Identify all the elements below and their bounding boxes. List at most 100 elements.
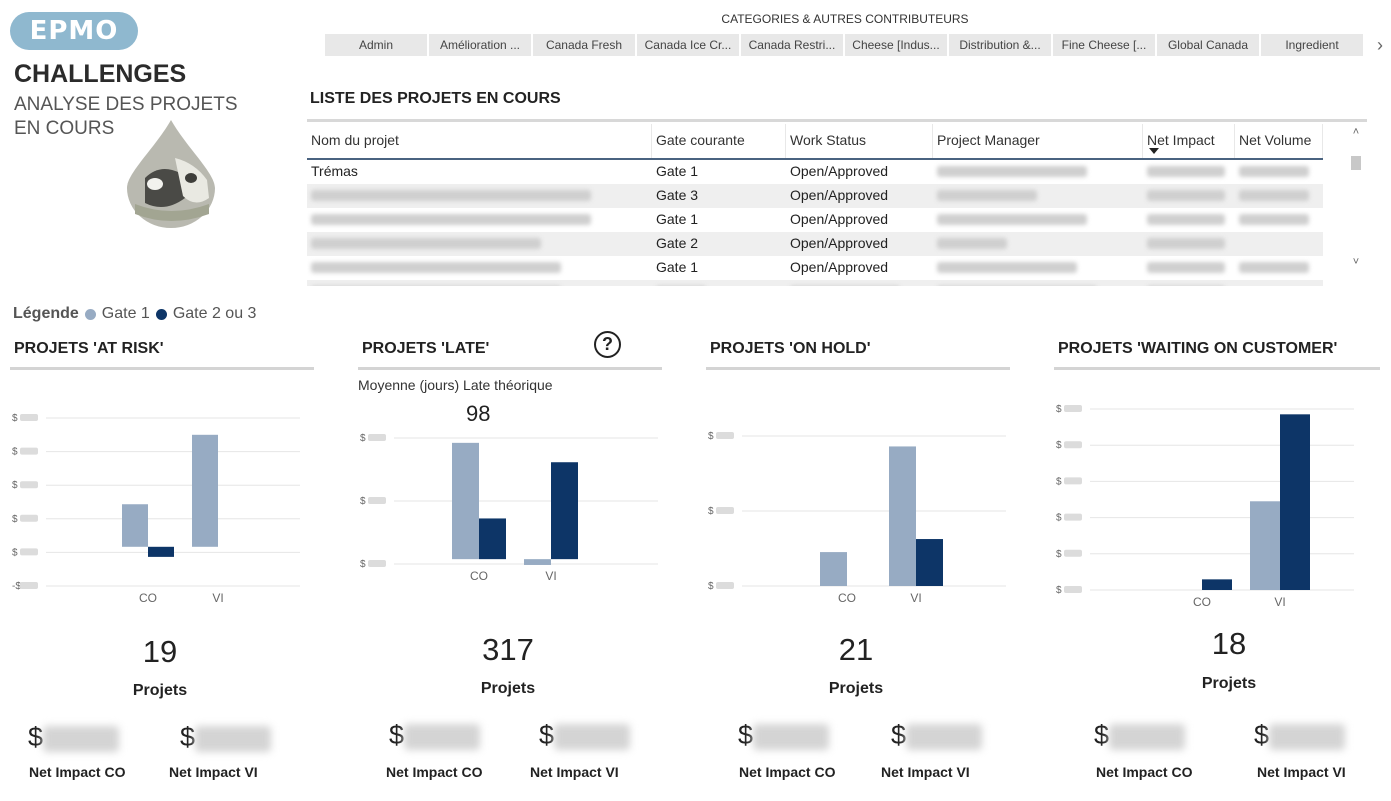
x-tick-label: VI — [910, 591, 921, 605]
col-header-net-volume[interactable]: Net Volume — [1235, 124, 1323, 158]
y-tick-label: $ — [1056, 440, 1062, 451]
net-impact-vi-label: Net Impact VI — [530, 764, 619, 780]
y-tick-value-redacted — [716, 432, 734, 439]
table-row[interactable]: Gate 2 Open/Approved — [307, 232, 1323, 256]
help-icon[interactable]: ? — [594, 331, 621, 358]
y-tick-label: $ — [360, 496, 366, 507]
bar-gate-1-vi[interactable] — [1250, 501, 1280, 590]
bar-gate-1-vi[interactable] — [524, 559, 551, 565]
col-header-net-impact[interactable]: Net Impact — [1143, 124, 1235, 158]
cell-name — [307, 232, 652, 256]
project-count: 19 — [142, 634, 178, 669]
col-header-status[interactable]: Work Status — [786, 124, 933, 158]
page-title: CHALLENGES — [14, 60, 187, 88]
category-distribution[interactable]: Distribution &... — [949, 34, 1051, 56]
category-canada-fresh[interactable]: Canada Fresh — [533, 34, 635, 56]
category-global-canada[interactable]: Global Canada — [1157, 34, 1259, 56]
panel-late: PROJETS 'LATE' ? Moyenne (jours) Late th… — [358, 331, 668, 798]
page-subtitle: ANALYSE DES PROJETS EN COURS — [14, 94, 238, 139]
net-impact-co-value: $ — [1094, 720, 1186, 751]
net-impact-co-label: Net Impact CO — [386, 764, 483, 780]
legend-gate1-dot — [84, 308, 96, 320]
chevron-right-icon[interactable]: › — [1377, 34, 1383, 55]
panel-divider — [1054, 367, 1380, 370]
category-canada-ice-cream[interactable]: Canada Ice Cr... — [637, 34, 739, 56]
y-tick-value-redacted — [1064, 477, 1082, 485]
table-row[interactable]: Gate 1 Open/Approved — [307, 208, 1323, 232]
bar-gate-2-ou-3-co[interactable] — [479, 518, 506, 560]
bar-gate-1-co[interactable] — [452, 442, 479, 560]
y-tick-value-redacted — [1064, 513, 1082, 521]
y-tick-label: $ — [360, 433, 366, 444]
y-tick-label: $ — [12, 480, 18, 491]
y-tick-label: $ — [12, 413, 18, 424]
legend-gate23-label: Gate 2 ou 3 — [172, 305, 257, 322]
panel-title: PROJETS 'LATE' — [362, 340, 490, 357]
cow-drop-image — [127, 120, 215, 228]
bar-gate-2-ou-3-co[interactable] — [1202, 579, 1232, 590]
col-header-manager[interactable]: Project Manager — [933, 124, 1143, 158]
y-tick-label: $ — [708, 506, 714, 517]
bar-gate-1-co[interactable] — [820, 552, 847, 586]
bar-gate-2-ou-3-vi[interactable] — [916, 539, 943, 586]
late-average-label: Moyenne (jours) Late théorique — [358, 377, 553, 393]
category-admin[interactable]: Admin — [325, 34, 427, 56]
table-scrollbar[interactable]: ˄ ˅ — [1349, 126, 1363, 272]
category-ingredient[interactable]: Ingredient — [1261, 34, 1363, 56]
net-impact-co-label: Net Impact CO — [739, 764, 836, 780]
category-cheese-industrial[interactable]: Cheese [Indus... — [845, 34, 947, 56]
legend-gate23-dot — [155, 308, 167, 320]
late-average-value: 98 — [466, 401, 491, 426]
y-tick-value-redacted — [368, 560, 386, 567]
bar-gate-1-vi[interactable] — [192, 434, 218, 547]
y-tick-value-redacted — [1064, 405, 1082, 412]
table-title: LISTE DES PROJETS EN COURS — [310, 90, 561, 107]
net-impact-co-value: $ — [389, 720, 481, 751]
y-tick-value-redacted — [716, 507, 734, 514]
y-tick-label: $ — [1056, 476, 1062, 487]
cell-net-volume — [1235, 232, 1323, 256]
logo-text: EPMO — [29, 16, 119, 46]
bar-gate-2-ou-3-vi[interactable] — [551, 462, 578, 560]
panel-at-risk: PROJETS 'AT RISK' $ $ $ $ $ -$ CO VI 19 Projets… — [10, 338, 320, 798]
y-tick-value-redacted — [20, 514, 38, 522]
cell-net-volume — [1235, 184, 1323, 208]
projects-table: Nom du projet Gate courante Work Status … — [307, 124, 1323, 286]
y-tick-label: $ — [1056, 404, 1062, 415]
col-header-gate[interactable]: Gate courante — [652, 124, 786, 158]
panel-waiting-on-customer: PROJETS 'WAITING ON CUSTOMER' $ $ $ $ $ $ CO VI… — [1054, 338, 1384, 798]
on-hold-chart: $ $ $ CO VI — [708, 431, 1006, 605]
x-tick-label: CO — [470, 569, 488, 583]
bar-gate-2-ou-3-co[interactable] — [148, 546, 174, 557]
cell-net-volume — [1235, 160, 1323, 184]
cell-status: Open/Approved — [790, 235, 889, 251]
y-tick-label: $ — [708, 581, 714, 592]
table-row[interactable] — [307, 280, 1323, 286]
late-chart: $ $ $ CO VI — [360, 433, 658, 583]
scroll-thumb[interactable] — [1351, 156, 1361, 170]
bar-gate-2-ou-3-vi[interactable] — [1280, 414, 1310, 590]
table-row[interactable]: Gate 1 Open/Approved — [307, 256, 1323, 280]
y-tick-value-redacted — [368, 434, 386, 441]
scroll-down-icon[interactable]: ˅ — [1352, 256, 1360, 268]
bar-gate-1-co[interactable] — [122, 504, 148, 547]
x-tick-label: VI — [212, 591, 223, 605]
cell-status: Open/Approved — [790, 211, 889, 227]
y-tick-label: $ — [1056, 513, 1062, 524]
category-amelioration[interactable]: Amélioration ... — [429, 34, 531, 56]
x-tick-label: VI — [545, 569, 556, 583]
table-row[interactable]: Trémas Gate 1 Open/Approved — [307, 160, 1323, 184]
project-count: 21 — [838, 632, 874, 667]
bar-gate-1-vi[interactable] — [889, 446, 916, 586]
cell-name — [307, 280, 652, 286]
table-row[interactable]: Gate 3 Open/Approved — [307, 184, 1323, 208]
scroll-up-icon[interactable]: ˄ — [1352, 126, 1360, 138]
category-fine-cheese[interactable]: Fine Cheese [... — [1053, 34, 1155, 56]
project-count-label: Projets — [828, 680, 884, 697]
col-header-nom[interactable]: Nom du projet — [307, 124, 652, 158]
category-canada-restri[interactable]: Canada Restri... — [741, 34, 843, 56]
cell-status: Open/Approved — [790, 259, 889, 275]
panel-divider — [358, 367, 662, 370]
sort-desc-icon — [1149, 148, 1159, 154]
y-tick-value-redacted — [20, 414, 38, 421]
